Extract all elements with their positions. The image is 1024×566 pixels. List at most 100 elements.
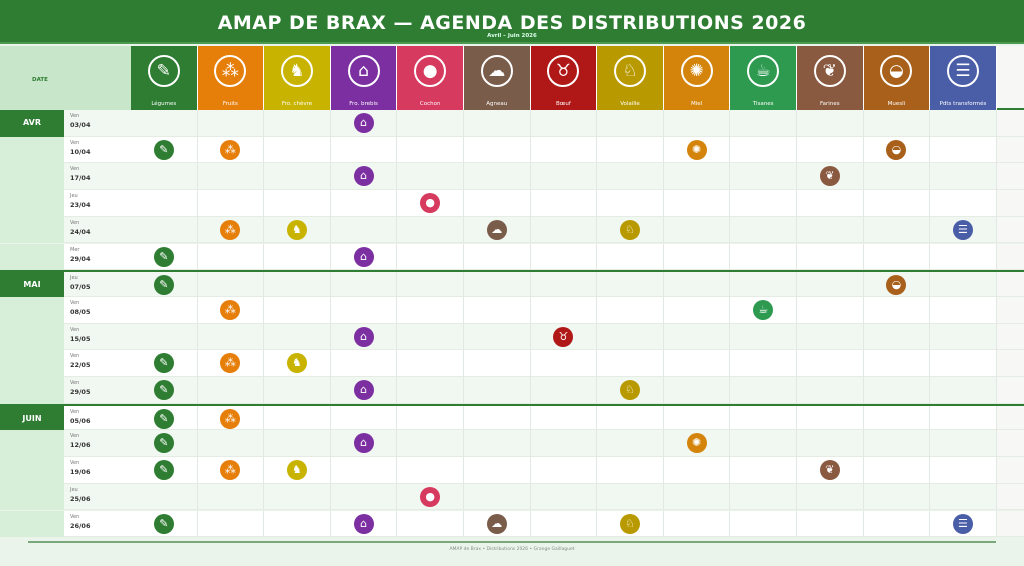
cell-carrot xyxy=(131,323,198,351)
cell-cheese xyxy=(330,457,398,484)
weekday: Ven xyxy=(70,139,80,146)
date-cell: Ven 15/05 xyxy=(64,324,131,351)
grapes-icon: ⁂ xyxy=(220,460,241,481)
column-header-carrot: ✎ Légumes xyxy=(131,46,198,110)
tea-cup-icon: ☕ xyxy=(753,299,774,320)
carrot-icon: ✎ xyxy=(153,513,174,534)
cell-cow xyxy=(530,243,598,271)
cell-wheat xyxy=(797,216,864,244)
cell-cow xyxy=(530,510,598,538)
cell-carrot xyxy=(131,216,198,244)
column-header-cow: ♉ Bœuf xyxy=(530,46,598,110)
column-label: Légumes xyxy=(151,101,177,107)
cheese-icon: ⌂ xyxy=(347,55,380,87)
cell-carrot: ✎ xyxy=(131,350,198,377)
date: 25/06 xyxy=(70,494,91,503)
carrot-icon: ✎ xyxy=(153,408,174,429)
cell-goat xyxy=(264,243,331,271)
wheat-icon: ❦ xyxy=(819,166,840,187)
cell-carrot: ✎ xyxy=(131,377,198,404)
cell-bee xyxy=(663,323,731,351)
cell-cow xyxy=(530,190,598,217)
weekday: Jeu xyxy=(70,275,78,282)
cell-jar xyxy=(930,136,997,164)
cell-bee xyxy=(663,483,731,511)
date-cell: Ven 03/04 xyxy=(64,110,131,137)
tea-cup-icon: ☕ xyxy=(747,55,780,87)
month-label: JUIN xyxy=(0,405,64,431)
bee-icon: ✺ xyxy=(680,55,713,87)
cell-pig xyxy=(397,296,464,324)
cell-sheep xyxy=(464,457,531,484)
cell-goat xyxy=(264,296,331,324)
row-end xyxy=(997,296,1024,324)
cell-cheese xyxy=(330,136,398,164)
header-spacer xyxy=(997,46,1024,110)
cell-jar: ☰ xyxy=(930,510,997,538)
cell-grapes xyxy=(197,110,265,137)
month-spacer xyxy=(0,350,64,377)
date-column-header: DATE xyxy=(0,46,131,110)
cell-bee xyxy=(663,405,731,431)
cell-cow xyxy=(530,216,598,244)
cell-pig xyxy=(397,377,464,404)
table-row: Ven 29/05 ✎ ⌂ ♘ xyxy=(0,377,1024,404)
cell-tea-cup xyxy=(730,216,797,244)
cell-tea-cup xyxy=(730,430,797,458)
cheese-icon: ⌂ xyxy=(353,113,374,133)
cell-sheep xyxy=(464,483,531,511)
cell-goat xyxy=(264,483,331,511)
cell-wheat xyxy=(797,136,864,164)
cell-cow xyxy=(530,350,598,377)
column-label: Agneau xyxy=(486,101,508,107)
cell-cow xyxy=(530,296,598,324)
cell-chicken xyxy=(597,430,664,458)
cell-cow xyxy=(530,136,598,164)
cell-pig xyxy=(397,272,464,297)
date: 10/04 xyxy=(70,147,91,156)
cow-icon: ♉ xyxy=(547,55,580,87)
cell-grapes xyxy=(197,190,265,217)
cell-tea-cup xyxy=(730,163,797,191)
cell-cow xyxy=(530,483,598,511)
date: 08/05 xyxy=(70,307,91,316)
goat-icon: ♞ xyxy=(286,219,307,240)
carrot-icon: ✎ xyxy=(153,246,174,267)
month-label: AVR xyxy=(0,110,64,137)
month-spacer xyxy=(0,136,64,164)
row-end xyxy=(997,190,1024,217)
column-label: Tisanes xyxy=(752,101,774,107)
cell-tea-cup: ☕ xyxy=(730,296,797,324)
cell-bee xyxy=(663,510,731,538)
column-header-chicken: ♘ Volaille xyxy=(597,46,664,110)
cell-wheat xyxy=(797,243,864,271)
cell-bee xyxy=(663,163,731,191)
table-row: Ven 19/06 ✎ ⁂ ♞ ❦ xyxy=(0,457,1024,484)
cell-pig xyxy=(397,243,464,271)
date: 07/05 xyxy=(70,283,91,292)
cell-goat xyxy=(264,190,331,217)
cell-sheep xyxy=(464,430,531,458)
bowl-icon: ◒ xyxy=(880,55,913,87)
pig-icon: ● xyxy=(414,55,447,87)
weekday: Ven xyxy=(70,460,80,467)
column-label: Volaille xyxy=(620,101,640,107)
cell-cow xyxy=(530,272,598,297)
wheat-icon: ❦ xyxy=(813,55,846,87)
cell-wheat xyxy=(797,296,864,324)
cell-cheese: ⌂ xyxy=(330,243,398,271)
column-header-wheat: ❦ Farines xyxy=(797,46,864,110)
cell-jar xyxy=(930,457,997,484)
cell-chicken xyxy=(597,323,664,351)
weekday: Ven xyxy=(70,408,80,415)
column-header-cheese: ⌂ Fro. brebis xyxy=(330,46,398,110)
table-row: Ven 22/05 ✎ ⁂ ♞ xyxy=(0,350,1024,377)
table-row: AVR Ven 03/04 ⌂ xyxy=(0,110,1024,137)
row-end xyxy=(997,405,1024,431)
pig-icon: ● xyxy=(420,486,441,507)
cell-pig xyxy=(397,323,464,351)
bee-icon: ✺ xyxy=(686,139,707,160)
cell-sheep xyxy=(464,405,531,431)
cell-sheep xyxy=(464,163,531,191)
column-label: Fro. brebis xyxy=(349,101,378,107)
